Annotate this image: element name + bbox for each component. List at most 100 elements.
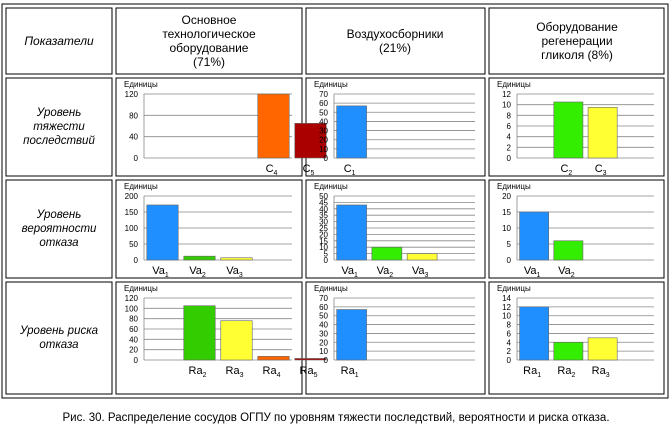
x-tick-label: C5 — [303, 163, 315, 177]
bar-chart: Единицы 0 24 6 810 12 C2 C3 — [497, 80, 654, 177]
y-tick-label: 10 — [319, 347, 328, 356]
y-tick-label: 60 — [319, 303, 328, 312]
bar — [553, 101, 584, 159]
table-cell-border — [305, 7, 486, 75]
bar — [519, 306, 549, 361]
x-tick-label: C2 — [560, 163, 572, 177]
bar — [371, 246, 403, 261]
table-cell-border — [5, 7, 113, 75]
y-tick-label: 60 — [319, 99, 328, 108]
y-tick-label: 20 — [319, 136, 328, 145]
corner-header: Показатели — [24, 34, 94, 48]
y-tick-label: 8 — [507, 111, 512, 120]
y-tick-label: 20 — [319, 230, 328, 239]
bar — [553, 240, 584, 261]
y-tick-label: 0 — [134, 356, 139, 365]
y-axis-label: Единицы — [314, 80, 348, 89]
y-tick-label: 0 — [507, 154, 512, 163]
bar-chart: Единицы 0 40 80 120 C4 C5 — [124, 80, 327, 177]
y-tick-label: 30 — [319, 218, 328, 227]
table-cell-border — [115, 281, 303, 395]
x-tick-label: C1 — [344, 163, 356, 177]
y-tick-label: 80 — [129, 111, 138, 120]
y-tick-label: 50 — [319, 108, 328, 117]
table-cell-border — [488, 281, 665, 395]
y-tick-label: 2 — [507, 347, 512, 356]
y-tick-label: 6 — [507, 122, 512, 131]
y-tick-label: 120 — [125, 294, 139, 303]
bar — [406, 253, 438, 261]
y-tick-label: 25 — [319, 224, 328, 233]
x-tick-label: Ra1 — [341, 365, 359, 379]
table-cell-border — [5, 281, 113, 395]
y-tick-label: 100 — [125, 304, 139, 313]
table-cell-border — [305, 281, 486, 395]
y-tick-label: 4 — [507, 338, 512, 347]
y-tick-label: 150 — [125, 208, 139, 217]
y-tick-label: 14 — [502, 294, 511, 303]
y-tick-label: 0 — [324, 356, 329, 365]
x-tick-label: Va2 — [377, 265, 394, 279]
x-tick-label: Ra1 — [523, 365, 541, 379]
table-cell-border — [115, 7, 303, 75]
row-label-severity: Уровень тяжести последствий — [23, 107, 95, 147]
bar — [294, 358, 327, 361]
bar-chart: Единицы 0 50 100 150 200 Va1 Va2 Va3 — [124, 182, 292, 279]
table-cell-border — [115, 179, 303, 279]
y-tick-label: 8 — [507, 321, 512, 330]
y-tick-label: 35 — [319, 211, 328, 220]
x-tick-label: Va2 — [189, 265, 206, 279]
y-tick-label: 40 — [129, 133, 138, 142]
y-axis-label: Единицы — [124, 80, 158, 89]
y-tick-label: 0 — [507, 256, 512, 265]
y-tick-label: 50 — [129, 240, 138, 249]
y-tick-label: 5 — [324, 250, 329, 259]
column-header-glycol-regeneration: Оборудование регенерации гликоля (8%) — [536, 20, 618, 62]
y-tick-label: 2 — [507, 143, 512, 152]
column-header-air-receivers: Воздухосборники (21%) — [346, 27, 444, 55]
y-tick-label: 0 — [134, 154, 139, 163]
bar — [519, 211, 549, 261]
y-tick-label: 0 — [324, 154, 329, 163]
y-tick-label: 15 — [319, 237, 328, 246]
y-tick-label: 30 — [319, 329, 328, 338]
y-tick-label: 60 — [129, 325, 138, 334]
x-tick-label: C4 — [266, 163, 278, 177]
bar — [220, 257, 253, 261]
y-tick-label: 12 — [502, 303, 511, 312]
y-tick-label: 10 — [502, 101, 511, 110]
table-cell-border — [488, 179, 665, 279]
x-tick-label: Ra2 — [557, 365, 575, 379]
bar — [294, 123, 327, 159]
y-tick-label: 0 — [134, 256, 139, 265]
x-tick-label: Ra4 — [263, 365, 281, 379]
y-tick-label: 40 — [319, 205, 328, 214]
y-axis-label: Единицы — [124, 182, 158, 191]
bar — [257, 356, 290, 361]
table-cell-border — [488, 77, 665, 177]
x-tick-label: Ra3 — [226, 365, 244, 379]
x-tick-label: Va1 — [152, 265, 169, 279]
x-tick-label: Va1 — [341, 265, 358, 279]
table-cell-border — [488, 7, 665, 75]
y-tick-label: 10 — [319, 145, 328, 154]
y-tick-label: 12 — [502, 90, 511, 99]
y-tick-label: 120 — [125, 90, 139, 99]
table-cell-border — [305, 179, 486, 279]
row-label-risk: Уровень риска отказа — [19, 325, 99, 351]
bar-chart: Единицы 0 5 10 15 20 Va1 Va2 — [497, 182, 654, 279]
row-label-probability: Уровень вероятности отказа — [21, 209, 97, 249]
table-outer-border — [1, 3, 669, 399]
bar — [146, 204, 179, 261]
y-axis-label: Единицы — [497, 284, 531, 293]
y-axis-label: Единицы — [497, 182, 531, 191]
x-tick-label: Va3 — [226, 265, 243, 279]
x-tick-label: Va1 — [524, 265, 541, 279]
y-tick-label: 70 — [319, 90, 328, 99]
x-tick-label: Ra3 — [592, 365, 610, 379]
